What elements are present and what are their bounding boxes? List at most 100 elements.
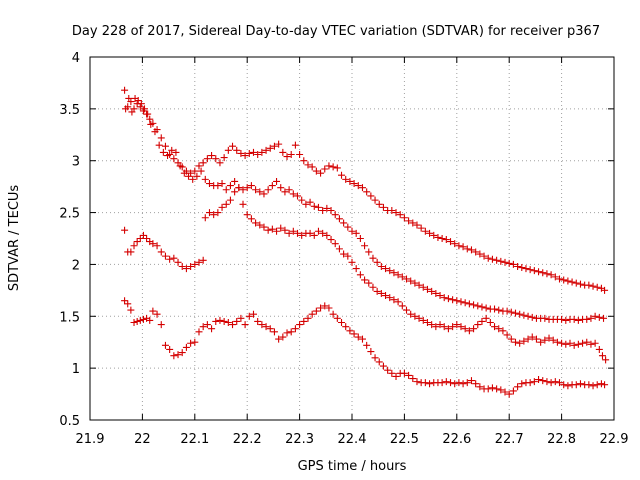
data-point-plus-marker (551, 273, 559, 281)
data-point-plus-marker (486, 319, 494, 327)
data-point-plus-marker (461, 325, 469, 333)
data-point-plus-marker (333, 164, 341, 172)
data-point-plus-marker (273, 177, 281, 185)
data-point-plus-marker (572, 381, 580, 389)
data-point-plus-marker (447, 379, 455, 387)
data-point-plus-marker (528, 313, 536, 321)
data-point-plus-marker (451, 380, 459, 388)
data-point-plus-marker (298, 196, 306, 204)
data-point-plus-marker (553, 338, 561, 346)
data-point-plus-marker (373, 287, 381, 295)
x-tick-label: 22.3 (285, 432, 314, 447)
data-point-plus-marker (405, 217, 413, 225)
data-point-plus-marker (283, 329, 291, 337)
data-point-plus-marker (470, 325, 478, 333)
data-point-plus-marker (159, 148, 167, 156)
data-point-plus-marker (164, 152, 172, 160)
data-point-plus-marker (449, 323, 457, 331)
data-point-plus-marker (222, 186, 230, 194)
data-point-plus-marker (597, 380, 605, 388)
data-point-plus-marker (386, 294, 394, 302)
data-point-plus-marker (602, 356, 610, 364)
data-point-plus-marker (352, 265, 360, 273)
data-point-plus-marker (287, 150, 295, 158)
data-point-plus-marker (264, 226, 272, 234)
data-point-plus-marker (229, 321, 237, 329)
data-point-plus-marker (304, 314, 312, 322)
data-point-plus-marker (327, 206, 335, 214)
data-point-plus-marker (130, 242, 138, 250)
data-point-plus-marker (287, 328, 295, 336)
data-point-plus-marker (312, 167, 320, 175)
data-point-plus-marker (419, 316, 427, 324)
data-point-plus-marker (161, 341, 169, 349)
x-tick-label: 22 (134, 432, 151, 447)
y-axis-label: SDTVAR / TECUs (7, 185, 22, 292)
y-tick-label: 0.5 (59, 414, 80, 429)
data-point-plus-marker (166, 255, 174, 263)
data-point-plus-marker (201, 214, 209, 222)
data-point-plus-marker (591, 312, 599, 320)
data-point-plus-marker (564, 277, 572, 285)
data-point-plus-marker (331, 211, 339, 219)
data-point-plus-marker (390, 296, 398, 304)
data-point-plus-marker (344, 252, 352, 260)
data-point-plus-marker (388, 206, 396, 214)
data-point-plus-marker (331, 240, 339, 248)
data-point-plus-marker (537, 338, 545, 346)
data-point-plus-marker (541, 314, 549, 322)
data-point-plus-marker (153, 242, 161, 250)
data-point-plus-marker (220, 154, 228, 162)
data-point-plus-marker (314, 203, 322, 211)
data-point-plus-marker (428, 287, 436, 295)
data-point-plus-marker (574, 316, 582, 324)
y-tick-label: 1 (72, 362, 80, 377)
data-point-plus-marker (382, 292, 390, 300)
data-point-plus-marker (532, 335, 540, 343)
data-point-plus-marker (463, 245, 471, 253)
data-point-plus-marker (476, 383, 484, 391)
data-point-plus-marker (270, 142, 278, 150)
data-point-plus-marker (402, 275, 410, 283)
data-point-plus-marker (369, 254, 377, 262)
data-point-plus-marker (170, 254, 178, 262)
data-point-plus-marker (249, 148, 257, 156)
data-point-plus-marker (136, 235, 144, 242)
data-point-plus-marker (539, 269, 547, 277)
data-point-plus-marker (547, 271, 555, 279)
data-point-plus-marker (411, 279, 419, 287)
data-point-plus-marker (560, 276, 568, 284)
data-point-plus-marker (556, 379, 564, 387)
data-point-plus-marker (121, 226, 129, 234)
data-point-plus-marker (493, 256, 501, 264)
data-point-plus-marker (570, 315, 578, 323)
data-point-plus-marker (146, 316, 154, 324)
data-point-plus-marker (520, 311, 528, 319)
data-point-plus-marker (256, 188, 264, 196)
data-point-plus-marker (547, 379, 555, 387)
data-point-plus-marker (191, 167, 199, 175)
data-point-plus-marker (459, 243, 467, 251)
series-track-2 (122, 94, 608, 324)
data-point-plus-marker (361, 276, 369, 284)
data-point-plus-marker (457, 298, 465, 306)
data-point-plus-marker (226, 182, 234, 190)
data-point-plus-marker (161, 252, 169, 260)
data-point-plus-marker (562, 316, 570, 324)
data-point-plus-marker (576, 280, 584, 288)
data-point-plus-marker (340, 250, 348, 258)
data-point-plus-marker (444, 295, 452, 303)
data-point-plus-marker (195, 258, 203, 266)
data-point-plus-marker (346, 177, 354, 185)
data-point-plus-marker (170, 155, 178, 163)
data-point-plus-marker (495, 306, 503, 314)
data-point-plus-marker (350, 330, 358, 338)
data-point-plus-marker (444, 325, 452, 333)
data-point-plus-marker (125, 94, 133, 102)
data-point-plus-marker (224, 146, 232, 154)
data-point-plus-marker (432, 289, 440, 297)
data-point-plus-marker (514, 383, 522, 391)
data-point-plus-marker (170, 352, 178, 360)
data-point-plus-marker (379, 203, 387, 211)
data-point-plus-marker (247, 215, 255, 223)
